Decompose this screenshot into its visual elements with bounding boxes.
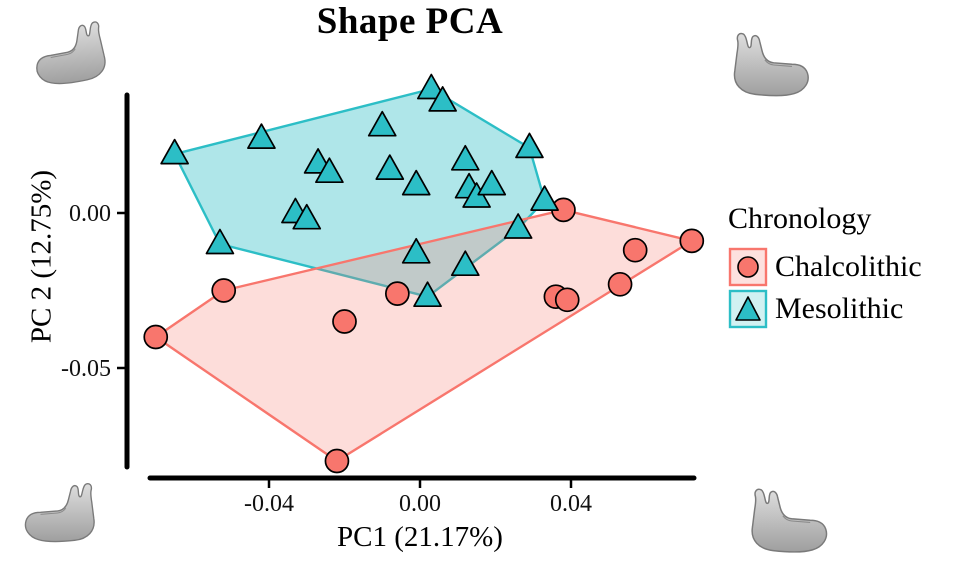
mandible-image-bottom-left — [20, 474, 102, 552]
legend-title: Chronology — [728, 202, 872, 235]
mesolithic-triangle-key-icon — [728, 289, 768, 329]
mandible-image-top-right — [726, 26, 814, 104]
svg-text:-0.05: -0.05 — [61, 356, 111, 382]
legend: Chronology Chalcolithic Mesolithic — [728, 202, 922, 330]
legend-item-mesolithic: Mesolithic — [728, 288, 922, 330]
mandible-image-bottom-right — [742, 484, 834, 558]
legend-item-chalcolithic: Chalcolithic — [728, 246, 922, 288]
x-axis-label: PC1 (21.17%) — [337, 521, 503, 553]
chart-title: Shape PCA — [316, 1, 504, 42]
svg-text:0.04: 0.04 — [550, 491, 592, 517]
y-axis-label: PC 2 (12.75%) — [25, 169, 58, 344]
chalcolithic-circle-key-icon — [728, 247, 768, 287]
svg-text:0.00: 0.00 — [399, 491, 441, 517]
svg-text:0.00: 0.00 — [69, 201, 111, 227]
legend-label-chalcolithic: Chalcolithic — [775, 250, 922, 283]
svg-text:-0.04: -0.04 — [244, 491, 294, 517]
mandible-image-top-left — [26, 12, 115, 96]
legend-label-mesolithic: Mesolithic — [775, 292, 904, 325]
